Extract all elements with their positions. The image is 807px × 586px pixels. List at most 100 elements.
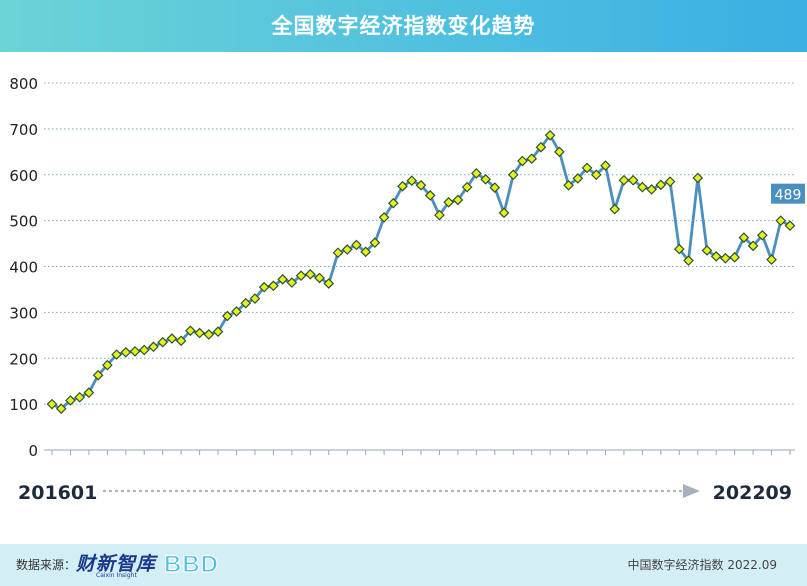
- data-point: [461, 181, 473, 193]
- data-point: [766, 254, 777, 265]
- bbd-logo: BBD: [164, 550, 219, 576]
- caixin-logo: 财新智库: [76, 553, 157, 575]
- data-point: [683, 255, 694, 266]
- data-point: [120, 346, 132, 358]
- data-point: [480, 173, 491, 185]
- data-point: [701, 245, 713, 256]
- data-point: [138, 344, 150, 356]
- data-point: [221, 310, 233, 322]
- y-axis-ticks: 0 100 200 300 400 500 600 700 800: [9, 75, 38, 460]
- y-tick-label: 500: [9, 213, 38, 231]
- data-point: [572, 173, 584, 184]
- data-point: [489, 182, 501, 193]
- data-point: [102, 359, 113, 371]
- data-point: [314, 272, 325, 284]
- data-point: [240, 297, 252, 309]
- chart-title: 全国数字经济指数变化趋势: [271, 14, 536, 38]
- x-end-label: 202209: [713, 482, 792, 504]
- x-axis: [44, 449, 795, 455]
- data-point: [268, 280, 279, 292]
- data-point: [92, 369, 104, 381]
- data-point: [710, 251, 722, 262]
- footer: 数据来源： 财新智库 Caixin Insight BBD 中国数字经济指数 2…: [0, 544, 807, 586]
- data-point: [74, 391, 86, 403]
- data-point: [277, 273, 288, 285]
- x-range-labels: 201601 202209: [18, 482, 792, 504]
- data-point: [369, 237, 381, 248]
- data-point: [498, 207, 510, 219]
- data-point: [378, 212, 390, 223]
- data-point: [590, 169, 602, 181]
- data-point: [83, 387, 95, 399]
- data-point: [194, 327, 205, 339]
- data-point: [166, 333, 178, 344]
- data-point: [46, 398, 58, 410]
- data-point: [258, 281, 270, 293]
- data-point: [784, 220, 796, 232]
- line-chart: 0 100 200 300 400 500 600 700 800 489 201601 2022…: [9, 75, 805, 504]
- data-point: [738, 232, 750, 243]
- data-point: [756, 229, 768, 241]
- data-point: [424, 190, 436, 201]
- data-point: [554, 146, 565, 158]
- data-point: [55, 403, 67, 415]
- data-point: [747, 240, 759, 252]
- y-tick-label: 700: [9, 121, 38, 139]
- y-tick-label: 800: [9, 75, 38, 93]
- data-point: [332, 247, 344, 259]
- data-point: [720, 252, 731, 264]
- data-point: [286, 277, 298, 288]
- data-point: [673, 243, 685, 255]
- series-markers: 489: [46, 129, 805, 415]
- series-line: [51, 133, 791, 411]
- data-point: [341, 244, 353, 255]
- data-point: [304, 268, 316, 280]
- y-tick-label: 200: [9, 350, 38, 368]
- data-point: [415, 179, 427, 191]
- data-point: [65, 395, 76, 406]
- data-point: [535, 141, 547, 153]
- data-point: [434, 209, 445, 221]
- data-point: [231, 306, 242, 317]
- data-point: [443, 196, 455, 208]
- data-point: [563, 179, 574, 191]
- data-point: [627, 174, 639, 186]
- series-path: [51, 133, 791, 411]
- source-label: 数据来源：: [16, 558, 77, 572]
- data-point: [351, 239, 362, 251]
- x-start-label: 201601: [18, 482, 97, 504]
- data-point: [637, 181, 648, 193]
- caixin-logo-subtitle: Caixin Insight: [96, 572, 137, 579]
- data-point: [249, 293, 261, 304]
- footer-note: 中国数字经济指数 2022.09: [627, 558, 777, 572]
- data-point: [212, 326, 224, 337]
- data-point: [609, 203, 621, 215]
- data-point: [544, 129, 556, 141]
- data-point: [397, 180, 408, 192]
- data-point: [655, 179, 667, 191]
- data-point: [360, 246, 371, 258]
- data-point: [129, 346, 141, 357]
- y-tick-label: 0: [28, 442, 38, 460]
- data-point: [600, 160, 611, 171]
- data-point: [452, 194, 464, 206]
- data-point: [185, 325, 196, 337]
- data-point: [618, 174, 630, 186]
- data-point: [664, 176, 676, 187]
- gridlines: [44, 82, 795, 405]
- data-point: [203, 329, 215, 340]
- last-value-label: 489: [775, 188, 802, 204]
- data-point: [581, 162, 593, 174]
- data-point: [471, 168, 482, 179]
- chart-header: 全国数字经济指数变化趋势: [0, 0, 807, 52]
- data-point: [517, 155, 528, 167]
- data-point: [148, 341, 159, 353]
- data-point: [526, 153, 538, 165]
- data-point: [406, 175, 418, 187]
- svg-text:BBD: BBD: [164, 551, 219, 576]
- data-point: [729, 251, 740, 263]
- data-point: [387, 197, 399, 209]
- y-tick-label: 300: [9, 304, 38, 322]
- data-point: [175, 335, 187, 347]
- y-tick-label: 600: [9, 167, 38, 185]
